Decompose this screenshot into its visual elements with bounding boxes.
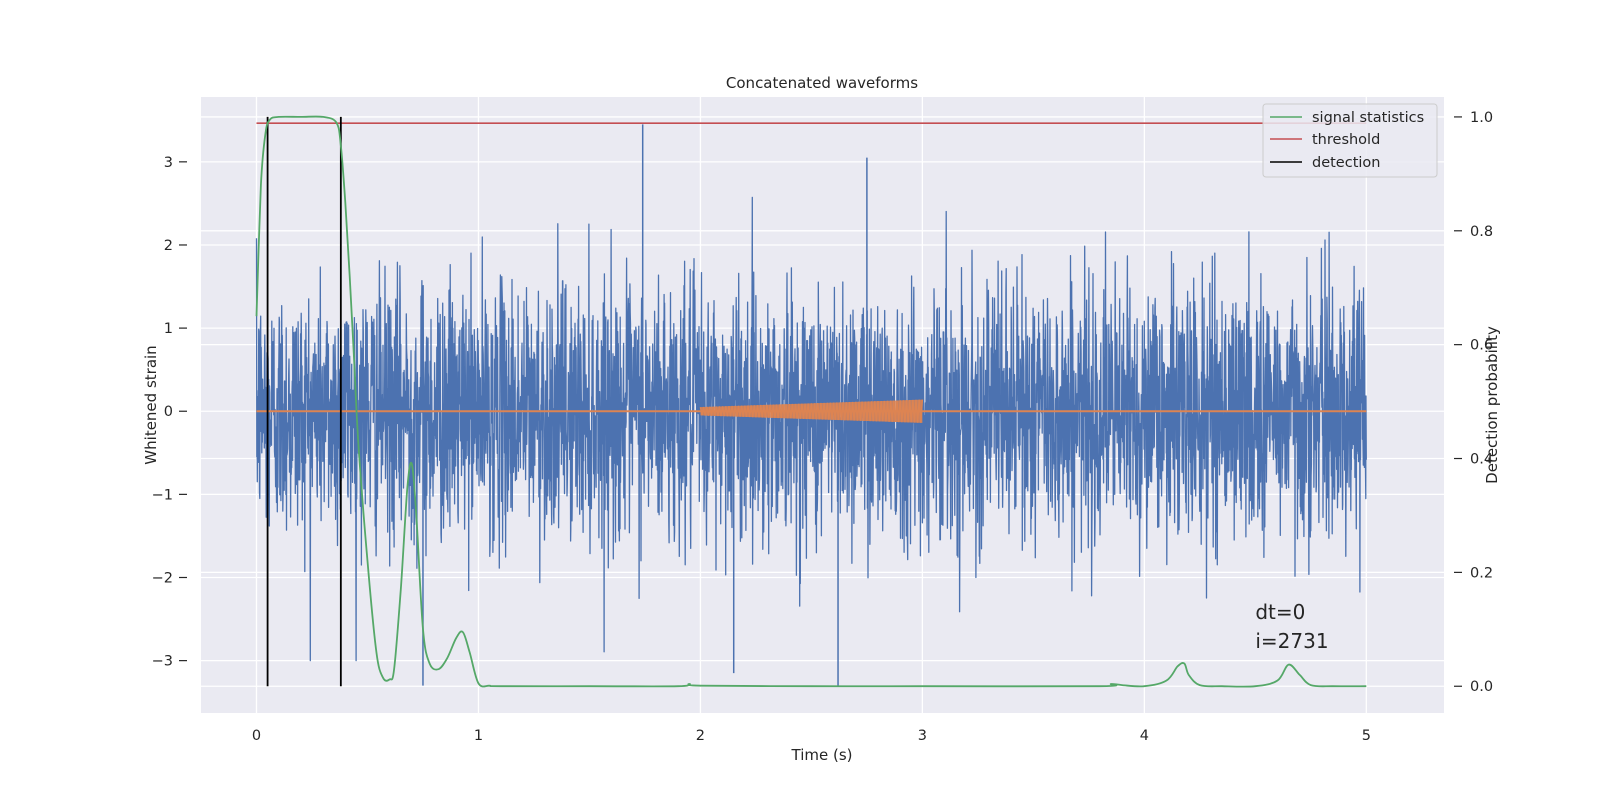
y2-axis-label: Detection probability bbox=[1483, 326, 1501, 484]
y-tick-label: 0 bbox=[164, 404, 173, 420]
tick-labels: 0 1 2 3 4 5 −3 −2 −1 0 1 2 3 0.0 0.2 0.4 0.6 0.8 1.0 bbox=[152, 110, 1493, 744]
y-tick-label: −1 bbox=[152, 487, 173, 503]
y2-tick-label: 1.0 bbox=[1470, 110, 1493, 126]
y2-tick-label: 0.4 bbox=[1470, 452, 1493, 468]
x-tick-label: 1 bbox=[474, 728, 483, 744]
strain-series-line bbox=[255, 196, 1367, 662]
y-tick-label: −3 bbox=[152, 654, 173, 670]
y2-tick-label: 0.6 bbox=[1470, 338, 1493, 354]
x-tick-label: 3 bbox=[918, 728, 927, 744]
y2-tick-label: 0.2 bbox=[1470, 565, 1493, 581]
annotations: dt=0 i=2731 bbox=[1255, 600, 1328, 653]
chart-title: Concatenated waveforms bbox=[726, 74, 918, 92]
y-tick-label: 3 bbox=[164, 155, 173, 171]
y-tick-label: 2 bbox=[164, 238, 173, 254]
y-tick-label: −2 bbox=[152, 570, 173, 586]
x-tick-label: 4 bbox=[1140, 728, 1149, 744]
signal-statistics-line bbox=[255, 115, 1367, 688]
annotation-text: i=2731 bbox=[1255, 629, 1328, 653]
x-tick-label: 0 bbox=[252, 728, 261, 744]
series-layer bbox=[255, 115, 1367, 688]
y-tick-label: 1 bbox=[164, 321, 173, 337]
y2-tick-label: 0.0 bbox=[1470, 679, 1493, 695]
legend-label-threshold: threshold bbox=[1312, 132, 1380, 148]
legend-label-signal-statistics: signal statistics bbox=[1312, 110, 1424, 126]
x-axis-label: Time (s) bbox=[791, 746, 853, 764]
legend-label-detection: detection bbox=[1312, 155, 1380, 171]
y-axis-label: Whitened strain bbox=[142, 345, 160, 464]
legend-frame bbox=[1262, 103, 1438, 178]
legend: signal statistics threshold detection bbox=[1262, 103, 1438, 178]
x-tick-label: 5 bbox=[1362, 728, 1371, 744]
template-chirp-envelope bbox=[700, 399, 923, 423]
annotation-text: dt=0 bbox=[1255, 600, 1305, 624]
y2-tick-label: 0.8 bbox=[1470, 224, 1493, 240]
x-tick-label: 2 bbox=[696, 728, 705, 744]
